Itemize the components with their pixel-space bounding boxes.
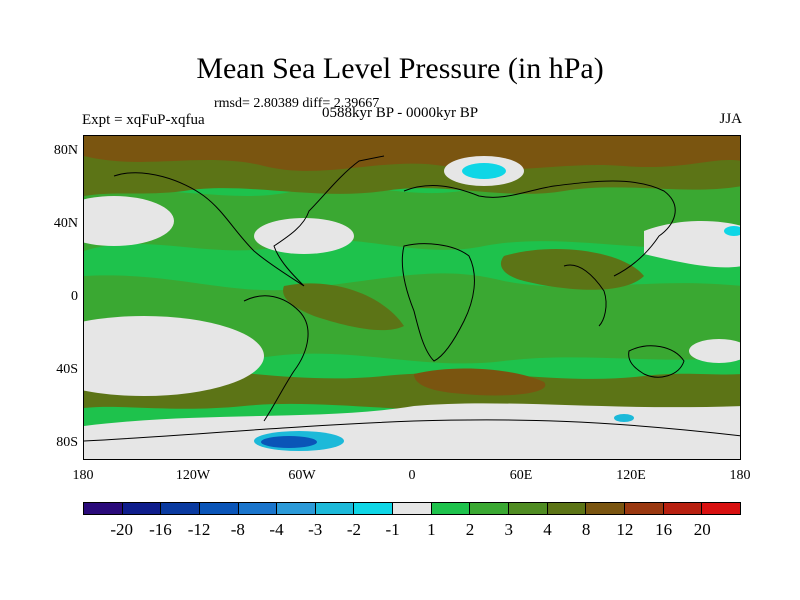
map-title: Mean Sea Level Pressure (in hPa) (196, 52, 604, 85)
lat-label: 80N (53, 143, 78, 158)
lon-label: 0 (408, 468, 416, 483)
colorbar-bin (663, 503, 703, 514)
lat-label: 40S (56, 362, 78, 377)
field-arctic-olive (84, 156, 740, 196)
field-antarctic-blue (261, 436, 317, 448)
period-label: 0588kyr BP - 0000kyr BP (322, 105, 479, 121)
colorbar-label: -4 (269, 520, 284, 539)
rmsd-diff-stats: rmsd= 2.80389 diff= 2.39667 (214, 96, 380, 111)
field-japan-cyan (724, 226, 740, 236)
colorbar-bin (315, 503, 355, 514)
lon-label: 60W (288, 468, 316, 483)
field-southern-band (84, 365, 740, 411)
field-band-north (84, 181, 740, 251)
lat-label: 80S (56, 435, 78, 450)
colorbar-label: 8 (581, 520, 591, 539)
colorbar-bin (161, 503, 200, 514)
colorbar-bin (238, 503, 278, 514)
colorbar (83, 502, 741, 515)
colorbar-bin (84, 503, 123, 514)
coastlines (84, 155, 740, 442)
colorbar-label: -12 (187, 520, 211, 539)
field-north-pacific-gray (84, 196, 174, 246)
lat-label: 40N (53, 216, 78, 231)
colorbar-label: 1 (427, 520, 436, 539)
colorbar-label: 3 (504, 520, 514, 539)
colorbar-label: -20 (110, 520, 134, 539)
colorbar-bin (547, 503, 587, 514)
colorbar-bin (199, 503, 239, 514)
colorbar-label: -1 (385, 520, 400, 539)
lon-label: 60E (509, 468, 533, 483)
colorbar-label: 20 (693, 520, 711, 539)
field-asia-olive (500, 248, 644, 290)
field-atlantic-olive (283, 283, 404, 331)
colorbar-bin (586, 503, 625, 514)
colorbar-label: 2 (465, 520, 475, 539)
field-antarctic-cyan-2 (614, 414, 634, 422)
field-west-pacific-gray (644, 221, 740, 268)
pressure-anomaly-map (83, 135, 741, 460)
colorbar-bin (509, 503, 548, 514)
field-southern-brown (414, 368, 546, 396)
lon-label: 180 (72, 468, 94, 483)
field-antarctic-gray (84, 403, 740, 459)
season-label: JJA (719, 111, 742, 127)
colorbar-label: -8 (230, 520, 245, 539)
colorbar-bin (354, 503, 394, 514)
colorbar-label: 12 (616, 520, 634, 539)
colorbar-label: 4 (543, 520, 552, 539)
field-tasman-gray (689, 339, 740, 363)
colorbar-label: 16 (655, 520, 673, 539)
field-north-atlantic-gray (254, 218, 354, 254)
colorbar-bin (431, 503, 471, 514)
colorbar-label: -2 (346, 520, 362, 539)
lon-label: 120E (616, 468, 646, 483)
colorbar-label: -16 (149, 520, 172, 539)
colorbar-bin (624, 503, 664, 514)
colorbar-bin (702, 503, 740, 514)
colorbar-bin (393, 503, 432, 514)
field-scandinavia-cyan (462, 163, 506, 179)
lon-label: 180 (729, 468, 751, 483)
experiment-label: Expt = xqFuP-xqfua (82, 112, 205, 128)
map-canvas (84, 136, 740, 459)
colorbar-bin (470, 503, 510, 514)
field-south-pacific-gray (84, 316, 264, 396)
lon-label: 120W (175, 468, 211, 483)
colorbar-bin (277, 503, 316, 514)
colorbar-label: -3 (308, 520, 323, 539)
colorbar-bin (122, 503, 162, 514)
lat-label: 0 (71, 289, 78, 304)
